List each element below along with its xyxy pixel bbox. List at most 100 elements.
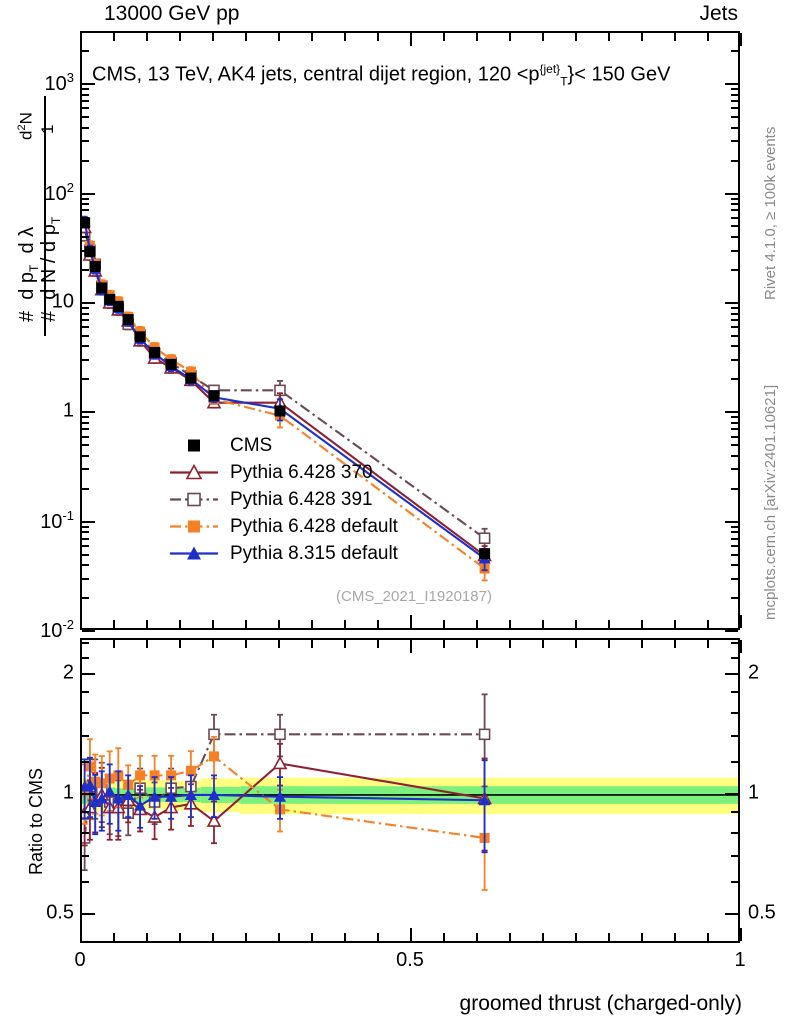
ratio-y-minor-tick	[731, 881, 738, 883]
ratio-y-minor-tick	[82, 691, 89, 693]
main-y-minor-tick	[731, 422, 738, 424]
x-tick-label: 0	[74, 949, 86, 971]
data-point-marker	[188, 520, 200, 533]
main-y-minor-tick	[731, 203, 738, 205]
data-point-marker	[478, 728, 491, 741]
ratio-y-minor-tick	[82, 793, 89, 795]
data-point-marker	[89, 260, 101, 272]
main-y-minor-tick	[731, 444, 738, 446]
main-x-tick	[311, 620, 313, 628]
ratio-y-minor-tick	[82, 881, 89, 883]
data-point-marker	[478, 794, 491, 806]
main-y-minor-tick	[731, 488, 738, 490]
data-point-marker	[274, 790, 286, 802]
main-y-minor-tick	[82, 94, 89, 96]
legend-item-1[interactable]: Pythia 6.428 370	[168, 459, 398, 486]
data-point-marker	[185, 372, 197, 384]
main-x-tick	[245, 620, 247, 628]
data-point-marker	[185, 366, 196, 377]
data-point-marker	[479, 548, 491, 560]
legend-label: Pythia 6.428 default	[230, 515, 398, 537]
ratio-y-minor-tick	[82, 832, 89, 834]
ratio-y-minor-tick	[82, 712, 89, 714]
main-y-tick-label: 102	[44, 179, 74, 205]
main-y-minor-tick	[731, 326, 738, 328]
main-x-tick	[740, 615, 742, 628]
ratio-y-minor-tick	[82, 855, 89, 857]
data-point-marker	[165, 358, 177, 370]
main-y-minor-tick	[731, 50, 738, 52]
legend-item-2[interactable]: Pythia 6.428 391	[168, 486, 398, 513]
mcplots-credit: mcplots.cern.ch [arXiv:2401.10621]	[762, 384, 779, 620]
main-y-major-tick	[725, 521, 738, 523]
main-y-minor-tick	[82, 564, 89, 566]
main-y-minor-tick	[731, 100, 738, 102]
main-y-major-tick	[82, 302, 95, 304]
main-plot-series-layer	[82, 215, 492, 582]
main-y-minor-tick	[731, 217, 738, 219]
ratio-y-minor-tick	[731, 642, 738, 644]
ratio-y-minor-tick	[82, 673, 89, 675]
x-axis-label: groomed thrust (charged-only)	[459, 992, 742, 1015]
main-y-minor-tick	[731, 335, 738, 337]
main-x-tick	[740, 33, 742, 46]
main-x-tick	[575, 620, 577, 628]
main-x-tick	[344, 33, 346, 41]
plot-title-sup: {jet}	[539, 62, 561, 76]
main-y-minor-tick	[731, 307, 738, 309]
ratio-x-tick	[674, 933, 676, 941]
main-y-minor-tick	[731, 455, 738, 457]
data-point-marker	[134, 331, 146, 343]
plot-title-text: CMS, 13 TeV, AK4 jets, central dijet reg…	[92, 63, 540, 86]
main-x-tick	[410, 33, 412, 46]
ratio-x-tick	[377, 640, 379, 648]
main-y-minor-tick	[82, 269, 89, 271]
ratio-x-tick	[641, 640, 643, 648]
ratio-plot-panel[interactable]	[80, 638, 740, 943]
main-y-minor-tick	[731, 564, 738, 566]
legend-item-4[interactable]: Pythia 8.315 default	[168, 540, 398, 567]
main-y-minor-tick	[82, 236, 89, 238]
ratio-x-tick	[674, 640, 676, 648]
legend-item-0[interactable]: CMS	[168, 432, 398, 459]
main-y-major-tick	[725, 411, 738, 413]
ratio-x-tick	[311, 640, 313, 648]
data-point-marker	[206, 813, 222, 827]
main-y-minor-tick	[82, 488, 89, 490]
ratio-x-tick	[311, 933, 313, 941]
main-y-minor-tick	[731, 236, 738, 238]
main-x-tick	[443, 33, 445, 41]
legend-marker-filled-square	[168, 513, 220, 540]
ratio-x-tick	[509, 640, 511, 648]
main-x-tick	[542, 33, 544, 41]
main-y-major-tick	[82, 630, 95, 632]
main-y-minor-tick	[731, 531, 738, 533]
main-x-tick	[707, 33, 709, 41]
main-y-major-tick	[82, 521, 95, 523]
ratio-x-tick	[707, 933, 709, 941]
main-x-tick	[377, 620, 379, 628]
ratio-x-tick	[212, 933, 214, 941]
ratio-x-tick	[476, 933, 478, 941]
main-y-minor-tick	[731, 468, 738, 470]
main-y-major-tick	[82, 193, 95, 195]
data-point-marker	[112, 792, 125, 804]
main-y-minor-tick	[82, 436, 89, 438]
ratio-y-tick-label-right: 2	[748, 661, 760, 684]
main-y-major-tick	[725, 83, 738, 85]
legend-item-3[interactable]: Pythia 6.428 default	[168, 513, 398, 540]
ratio-x-tick	[707, 640, 709, 648]
rivet-version-credit: Rivet 4.1.0, ≥ 100k events	[762, 126, 779, 300]
data-point-marker	[82, 217, 91, 229]
main-x-tick	[476, 33, 478, 41]
main-x-tick	[608, 620, 610, 628]
main-y-minor-tick	[731, 359, 738, 361]
ratio-y-minor-tick	[82, 811, 89, 813]
ratio-y-minor-tick	[731, 913, 738, 915]
main-x-tick	[410, 615, 412, 628]
main-y-minor-tick	[82, 313, 89, 315]
main-y-minor-tick	[731, 345, 738, 347]
main-y-minor-tick	[731, 269, 738, 271]
main-y-minor-tick	[82, 100, 89, 102]
data-point-marker	[96, 282, 108, 294]
